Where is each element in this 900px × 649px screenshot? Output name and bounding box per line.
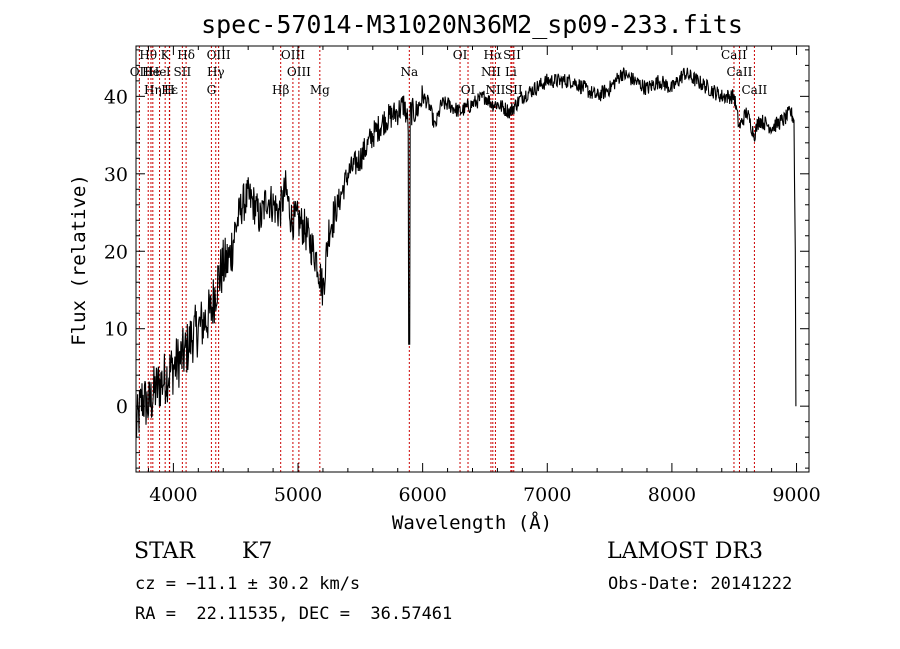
object-class: STAR bbox=[134, 539, 195, 564]
spectral-line-label: NII bbox=[481, 65, 501, 79]
spectral-line-label: Hβ bbox=[272, 83, 289, 97]
spectrum-trace bbox=[135, 67, 797, 438]
x-tick-label: 7000 bbox=[523, 484, 571, 506]
spectral-line-label: Hθ bbox=[139, 48, 157, 62]
spectral-line-label: SII bbox=[505, 83, 523, 97]
y-axis-label: Flux (relative) bbox=[68, 174, 90, 346]
spectral-line-label: SII bbox=[174, 65, 192, 79]
plot-frame bbox=[135, 45, 810, 473]
x-tick-label: 9000 bbox=[772, 484, 820, 506]
spectral-line-label: He bbox=[142, 65, 160, 79]
x-tick-label: 6000 bbox=[398, 484, 446, 506]
spectral-line-label: K bbox=[161, 48, 171, 62]
y-tick-label: 40 bbox=[104, 86, 128, 108]
obs-date: Obs-Date: 20141222 bbox=[608, 574, 793, 594]
spectral-line-label: CaII bbox=[741, 83, 767, 97]
y-tick-label: 30 bbox=[104, 164, 128, 186]
y-tick-label: 20 bbox=[104, 241, 128, 263]
spectral-line-label: NII bbox=[485, 83, 505, 97]
y-tick-label: 10 bbox=[104, 319, 128, 341]
chart-title: spec-57014-M31020N36M2_sp09-233.fits bbox=[201, 10, 743, 39]
x-tick-label: 8000 bbox=[648, 484, 696, 506]
spectral-line-label: OIII bbox=[207, 48, 231, 62]
spectral-line-label: H bbox=[164, 83, 174, 97]
redshift-value: cz = −11.1 ± 30.2 km/s bbox=[135, 574, 361, 594]
spectral-line-label: OIII bbox=[281, 48, 305, 62]
spectral-line-label: Hel bbox=[149, 65, 171, 79]
spectral-line-label: OII bbox=[130, 65, 150, 79]
spectral-line-label: OI bbox=[461, 83, 476, 97]
spectral-line-label: G bbox=[207, 83, 217, 97]
x-tick-label: 4000 bbox=[149, 484, 197, 506]
spectral-line-label: Hγ bbox=[207, 65, 225, 79]
spectral-line-label: OIII bbox=[287, 65, 311, 79]
object-subclass: K7 bbox=[242, 539, 273, 564]
y-tick-label: 0 bbox=[116, 396, 128, 418]
spectral-line-label: Hα bbox=[484, 48, 503, 62]
spectral-line-label: Hη bbox=[144, 83, 162, 97]
coordinates: RA = 22.11535, DEC = 36.57461 bbox=[135, 604, 453, 624]
survey-name: LAMOST DR3 bbox=[607, 539, 763, 564]
spectral-line-label: OI bbox=[453, 48, 468, 62]
spectrum-series bbox=[135, 67, 797, 438]
spectral-line-label: Na bbox=[400, 65, 418, 79]
spectral-line-label: Mg bbox=[310, 83, 330, 97]
axis-ticks: 4000 5000 6000 7000 8000 9000 0 10 20 30 40 bbox=[104, 46, 821, 506]
x-axis-label: Wavelength (Å) bbox=[392, 511, 552, 534]
spectral-line-label: CaII bbox=[727, 65, 753, 79]
spectral-line-label: Hδ bbox=[177, 48, 195, 62]
spectral-line-label: CaII bbox=[721, 48, 747, 62]
spectral-line-label: Li bbox=[505, 65, 517, 79]
x-tick-label: 5000 bbox=[274, 484, 322, 506]
spectral-line-label: SII bbox=[503, 48, 521, 62]
